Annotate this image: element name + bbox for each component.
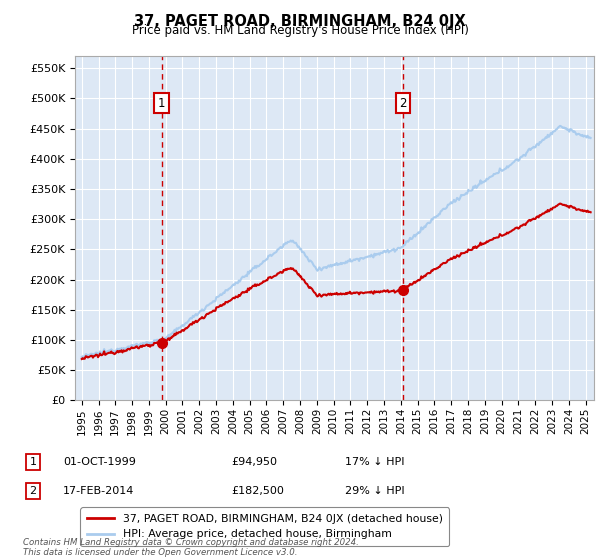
Text: 1: 1 [158,97,165,110]
Legend: 37, PAGET ROAD, BIRMINGHAM, B24 0JX (detached house), HPI: Average price, detach: 37, PAGET ROAD, BIRMINGHAM, B24 0JX (det… [80,507,449,546]
Text: £94,950: £94,950 [231,457,277,467]
Text: 2: 2 [29,486,37,496]
Text: 1: 1 [29,457,37,467]
Text: 2: 2 [399,97,407,110]
Text: £182,500: £182,500 [231,486,284,496]
Text: 37, PAGET ROAD, BIRMINGHAM, B24 0JX: 37, PAGET ROAD, BIRMINGHAM, B24 0JX [134,14,466,29]
Text: 29% ↓ HPI: 29% ↓ HPI [345,486,404,496]
Text: 17-FEB-2014: 17-FEB-2014 [63,486,134,496]
Text: Price paid vs. HM Land Registry's House Price Index (HPI): Price paid vs. HM Land Registry's House … [131,24,469,36]
Text: 01-OCT-1999: 01-OCT-1999 [63,457,136,467]
Text: 17% ↓ HPI: 17% ↓ HPI [345,457,404,467]
Text: Contains HM Land Registry data © Crown copyright and database right 2024.
This d: Contains HM Land Registry data © Crown c… [23,538,359,557]
